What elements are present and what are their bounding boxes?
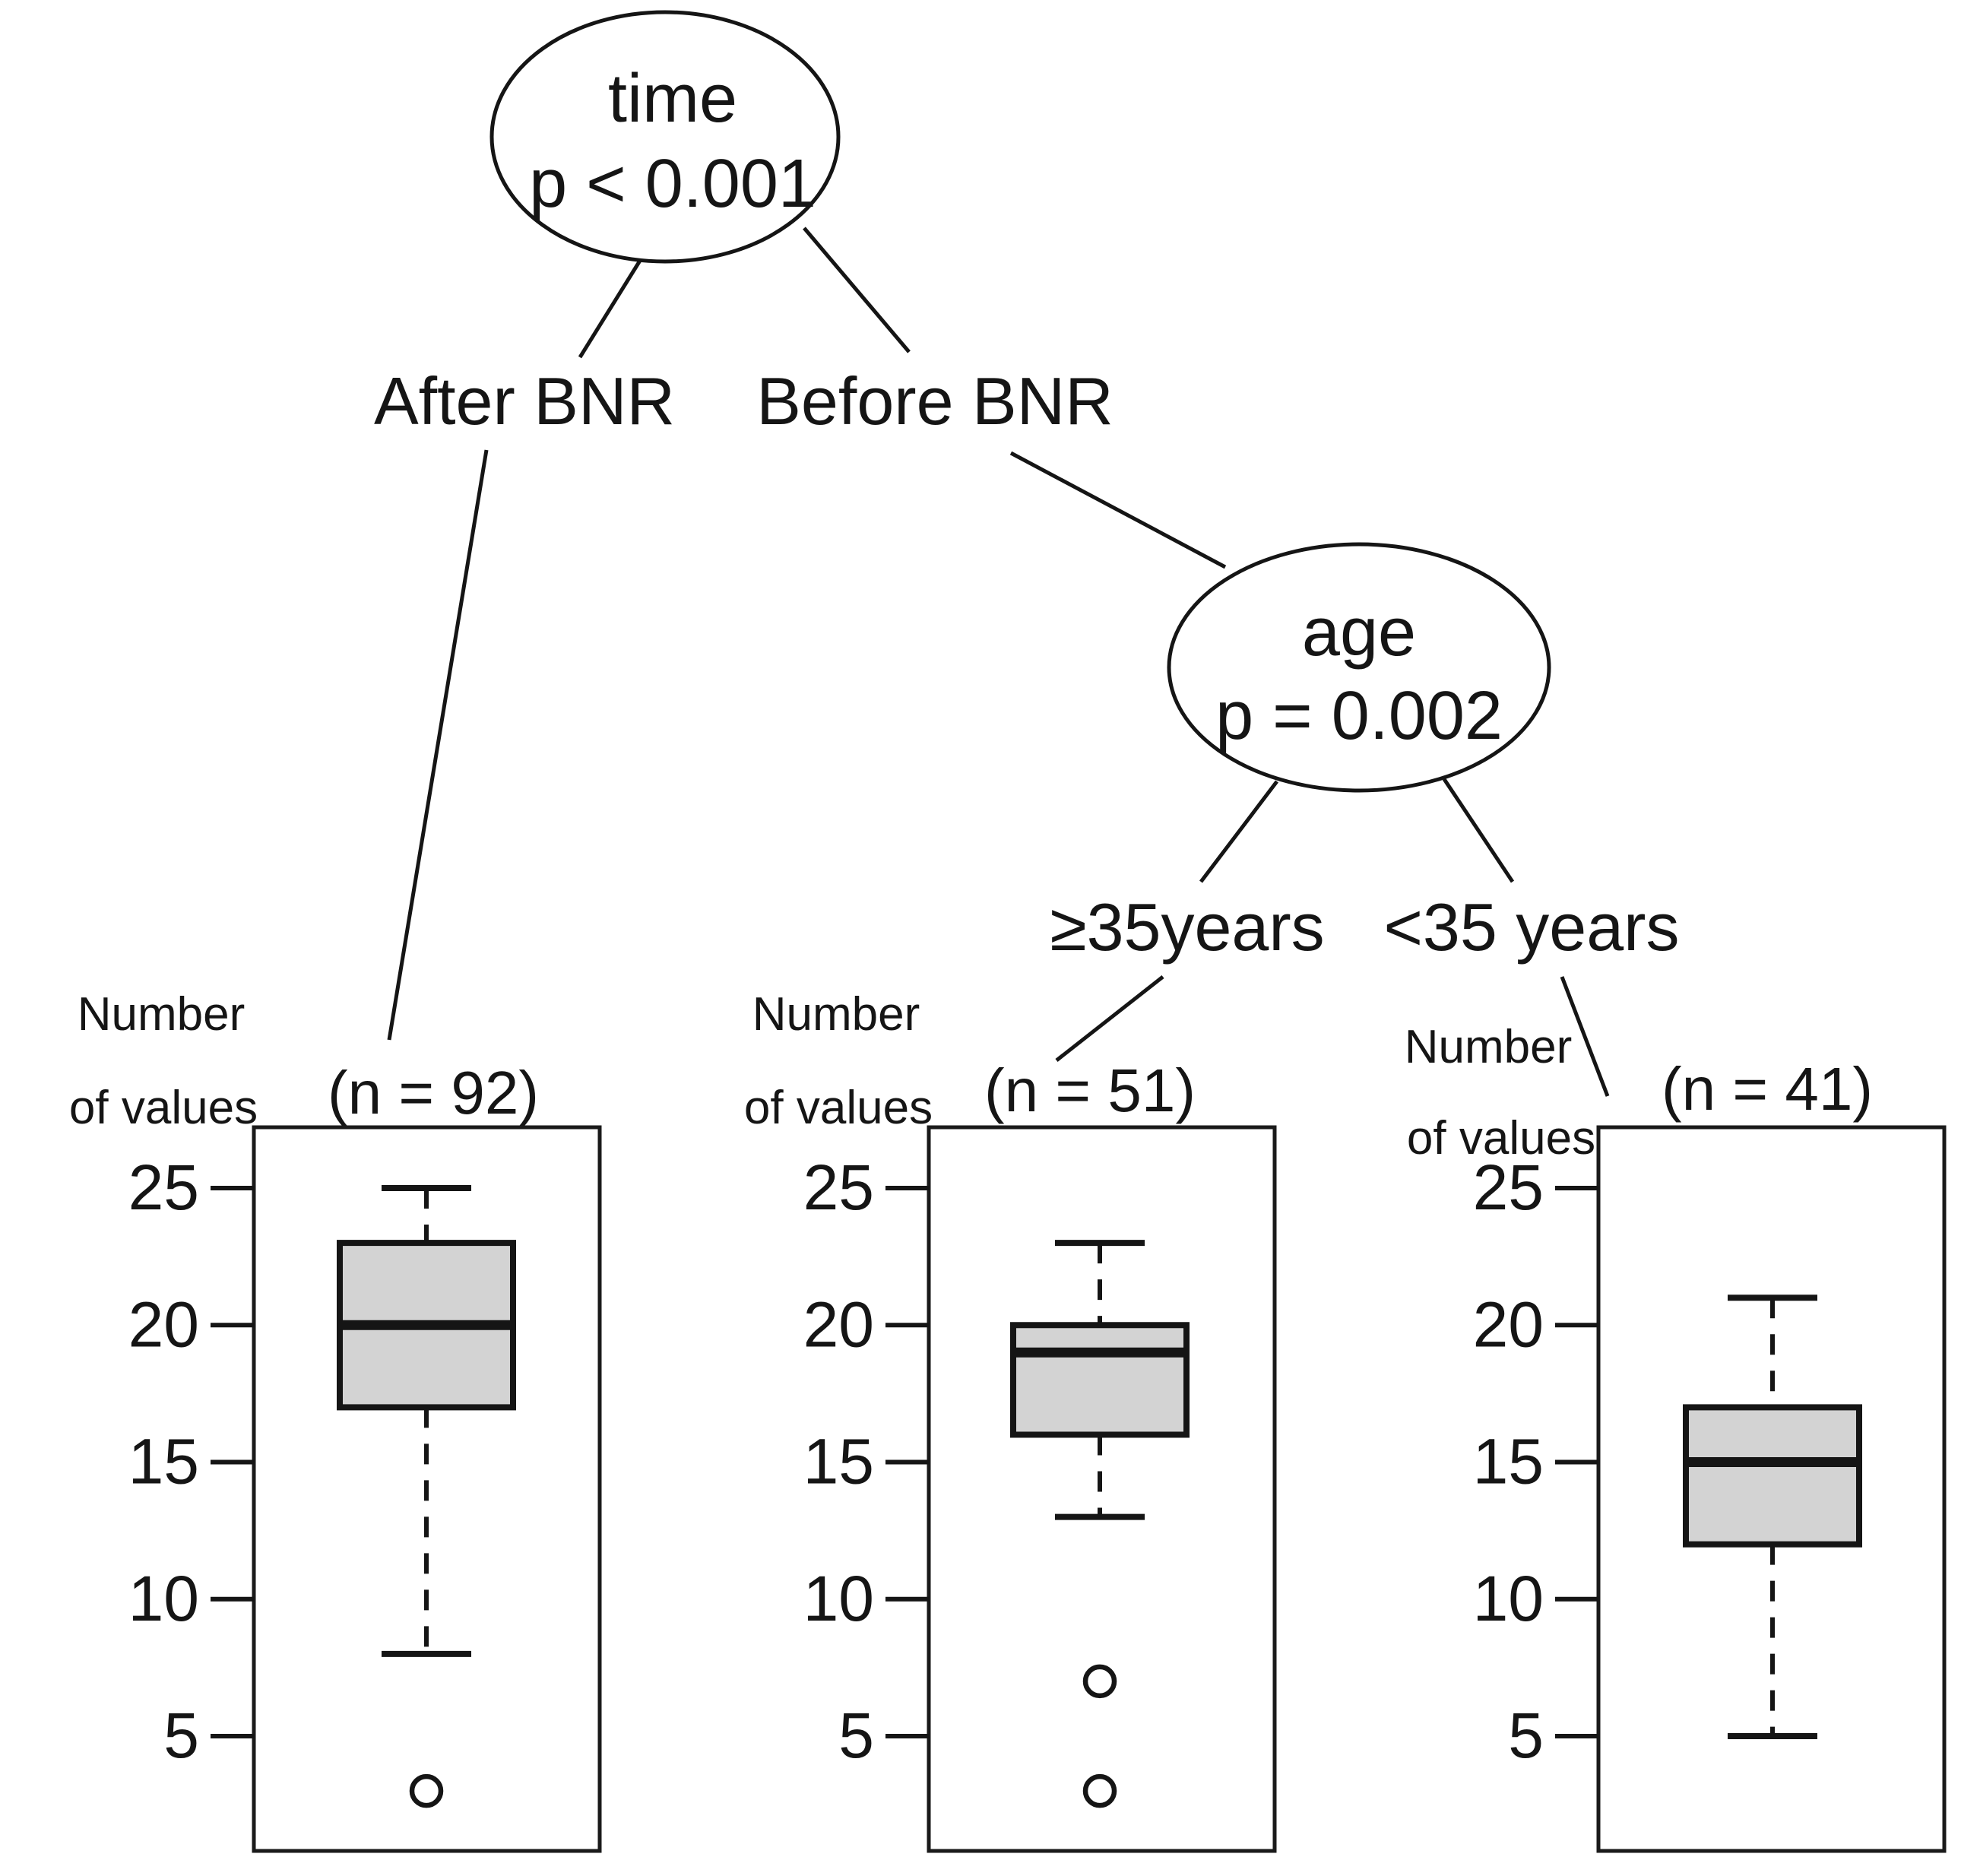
y-tick-label: 5 (1508, 1700, 1544, 1771)
y-tick-label: 20 (128, 1288, 199, 1360)
leaf-panel-n92: Number of values (n = 92) 25 20 15 10 5 (69, 988, 602, 1853)
branch-label-after-bnr: After BNR (374, 363, 675, 439)
edge-ge35-to-leaf2 (1055, 975, 1164, 1062)
branch-label-lt35years: <35 years (1384, 889, 1680, 965)
y-tick-label: 5 (163, 1700, 199, 1771)
y-axis-title-line2: of values (69, 1082, 258, 1134)
y-axis-title-line1: Number (78, 988, 246, 1041)
y-tick-label: 25 (128, 1152, 199, 1223)
n-label-51: (n = 51) (984, 1057, 1196, 1124)
outlier-point (1082, 1664, 1117, 1699)
y-tick-label: 25 (1473, 1152, 1544, 1223)
iqr-box (1010, 1322, 1190, 1438)
leaf-panel-n51: Number of values (n = 51) 25 20 15 10 5 (744, 988, 1277, 1853)
branch-label-ge35years: ≥35years (1050, 889, 1324, 965)
tree-edges (387, 227, 1610, 1097)
edge-root-to-beforebnr (803, 227, 911, 353)
age-node-ellipse (1167, 542, 1551, 793)
y-tick-label: 20 (803, 1288, 874, 1360)
age-node-pvalue: p = 0.002 (1215, 678, 1503, 754)
boxplot-marks (1683, 1295, 1862, 1739)
iqr-box (1683, 1404, 1862, 1548)
y-tick-label: 15 (1473, 1426, 1544, 1497)
y-axis-title-line1: Number (1405, 1021, 1573, 1073)
leaf-panel-n41: Number of values (n = 41) 25 20 15 10 5 (1405, 1021, 1947, 1853)
y-tick-label: 10 (1473, 1563, 1544, 1634)
edge-age-to-ge35 (1199, 780, 1278, 883)
outlier-point (409, 1773, 444, 1808)
y-axis-ticks: 25 20 15 10 5 (1473, 1152, 1598, 1771)
outlier-point (1082, 1773, 1117, 1808)
y-axis-ticks: 25 20 15 10 5 (128, 1152, 254, 1771)
y-tick-label: 25 (803, 1152, 874, 1223)
edge-age-to-lt35 (1442, 778, 1515, 883)
age-node-label: age (1302, 594, 1416, 670)
edge-afterbnr-to-leaf1 (387, 449, 489, 1041)
boxplot-marks (1010, 1240, 1190, 1808)
y-tick-label: 5 (838, 1700, 874, 1771)
time-node-ellipse (489, 10, 841, 264)
y-axis-ticks: 25 20 15 10 5 (803, 1152, 929, 1771)
split-node-time: time p < 0.001 (489, 10, 841, 264)
edge-beforebnr-to-age (1009, 451, 1227, 569)
edge-lt35-to-leaf3 (1560, 976, 1610, 1097)
boxplot-marks (337, 1185, 516, 1808)
time-node-label: time (608, 61, 737, 137)
y-tick-label: 15 (128, 1426, 199, 1497)
branch-labels: After BNR Before BNR ≥35years <35 years (374, 363, 1680, 965)
branch-label-before-bnr: Before BNR (756, 363, 1114, 439)
y-tick-label: 10 (128, 1563, 199, 1634)
y-axis-title-line2: of values (744, 1082, 933, 1134)
y-axis-title-line1: Number (752, 988, 920, 1041)
n-label-92: (n = 92) (328, 1059, 539, 1127)
n-label-41: (n = 41) (1662, 1055, 1873, 1123)
y-tick-label: 20 (1473, 1288, 1544, 1360)
y-tick-label: 15 (803, 1426, 874, 1497)
split-node-age: age p = 0.002 (1167, 542, 1551, 793)
y-axis-title-line2: of values (1407, 1112, 1595, 1165)
time-node-pvalue: p < 0.001 (529, 146, 816, 222)
y-tick-label: 10 (803, 1563, 874, 1634)
edge-root-to-afterbnr (578, 255, 645, 359)
